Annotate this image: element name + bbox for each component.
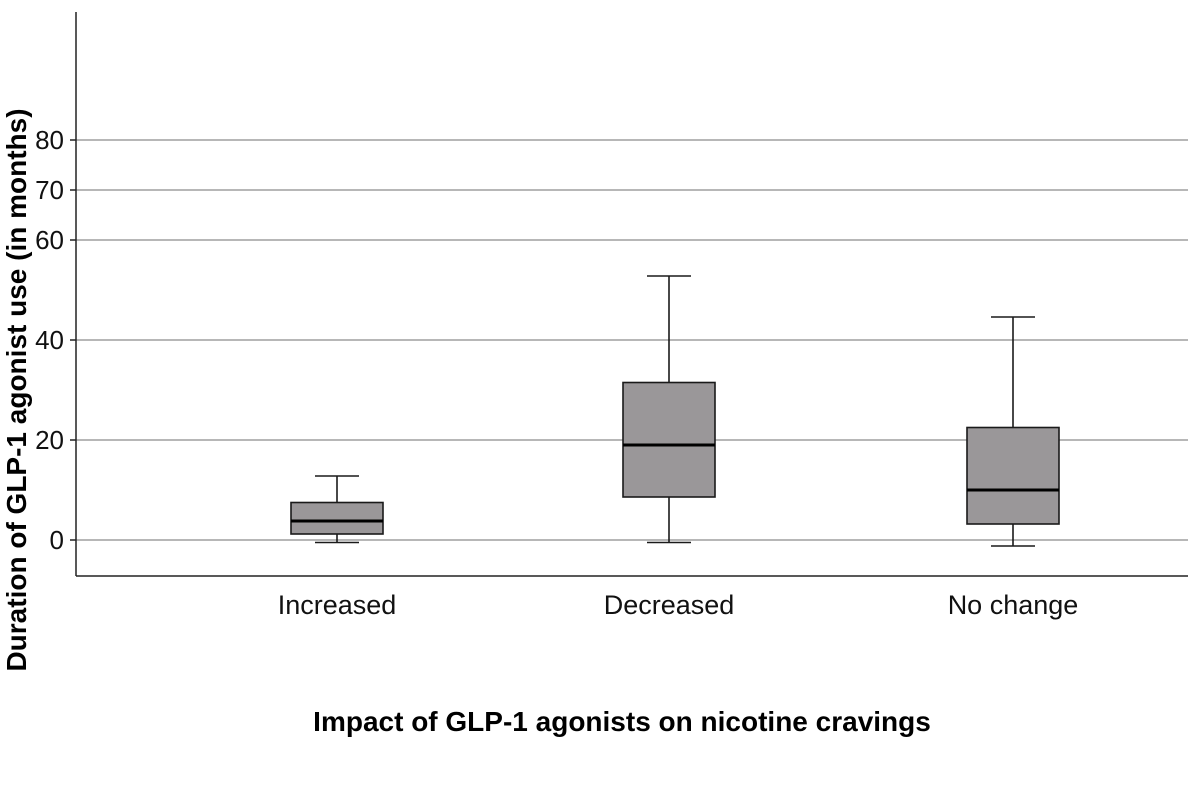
- x-axis-title: Impact of GLP-1 agonists on nicotine cra…: [313, 706, 931, 737]
- box-group: [966, 316, 1060, 547]
- y-axis-title: Duration of GLP-1 agonist use (in months…: [1, 108, 32, 671]
- iqr-box: [966, 426, 1060, 525]
- gridlines: [76, 139, 1188, 541]
- y-tick-label: 20: [35, 425, 64, 455]
- x-tick-label: Increased: [278, 590, 397, 620]
- y-tick-label: 40: [35, 325, 64, 355]
- y-tick-label: 60: [35, 225, 64, 255]
- y-tick-label: 80: [35, 125, 64, 155]
- x-tick-labels: Increased Decreased No change: [278, 590, 1079, 620]
- axes: [75, 12, 1188, 577]
- boxes: [290, 275, 1060, 547]
- y-tick-label: 0: [50, 525, 64, 555]
- iqr-box: [290, 501, 384, 535]
- y-tick-label: 70: [35, 175, 64, 205]
- y-tick-labels: 0 20 40 60 70 80: [35, 125, 76, 555]
- x-tick-label: No change: [948, 590, 1079, 620]
- box-group: [290, 475, 384, 544]
- iqr-box: [622, 381, 716, 498]
- box-group: [622, 275, 716, 544]
- x-tick-label: Decreased: [604, 590, 735, 620]
